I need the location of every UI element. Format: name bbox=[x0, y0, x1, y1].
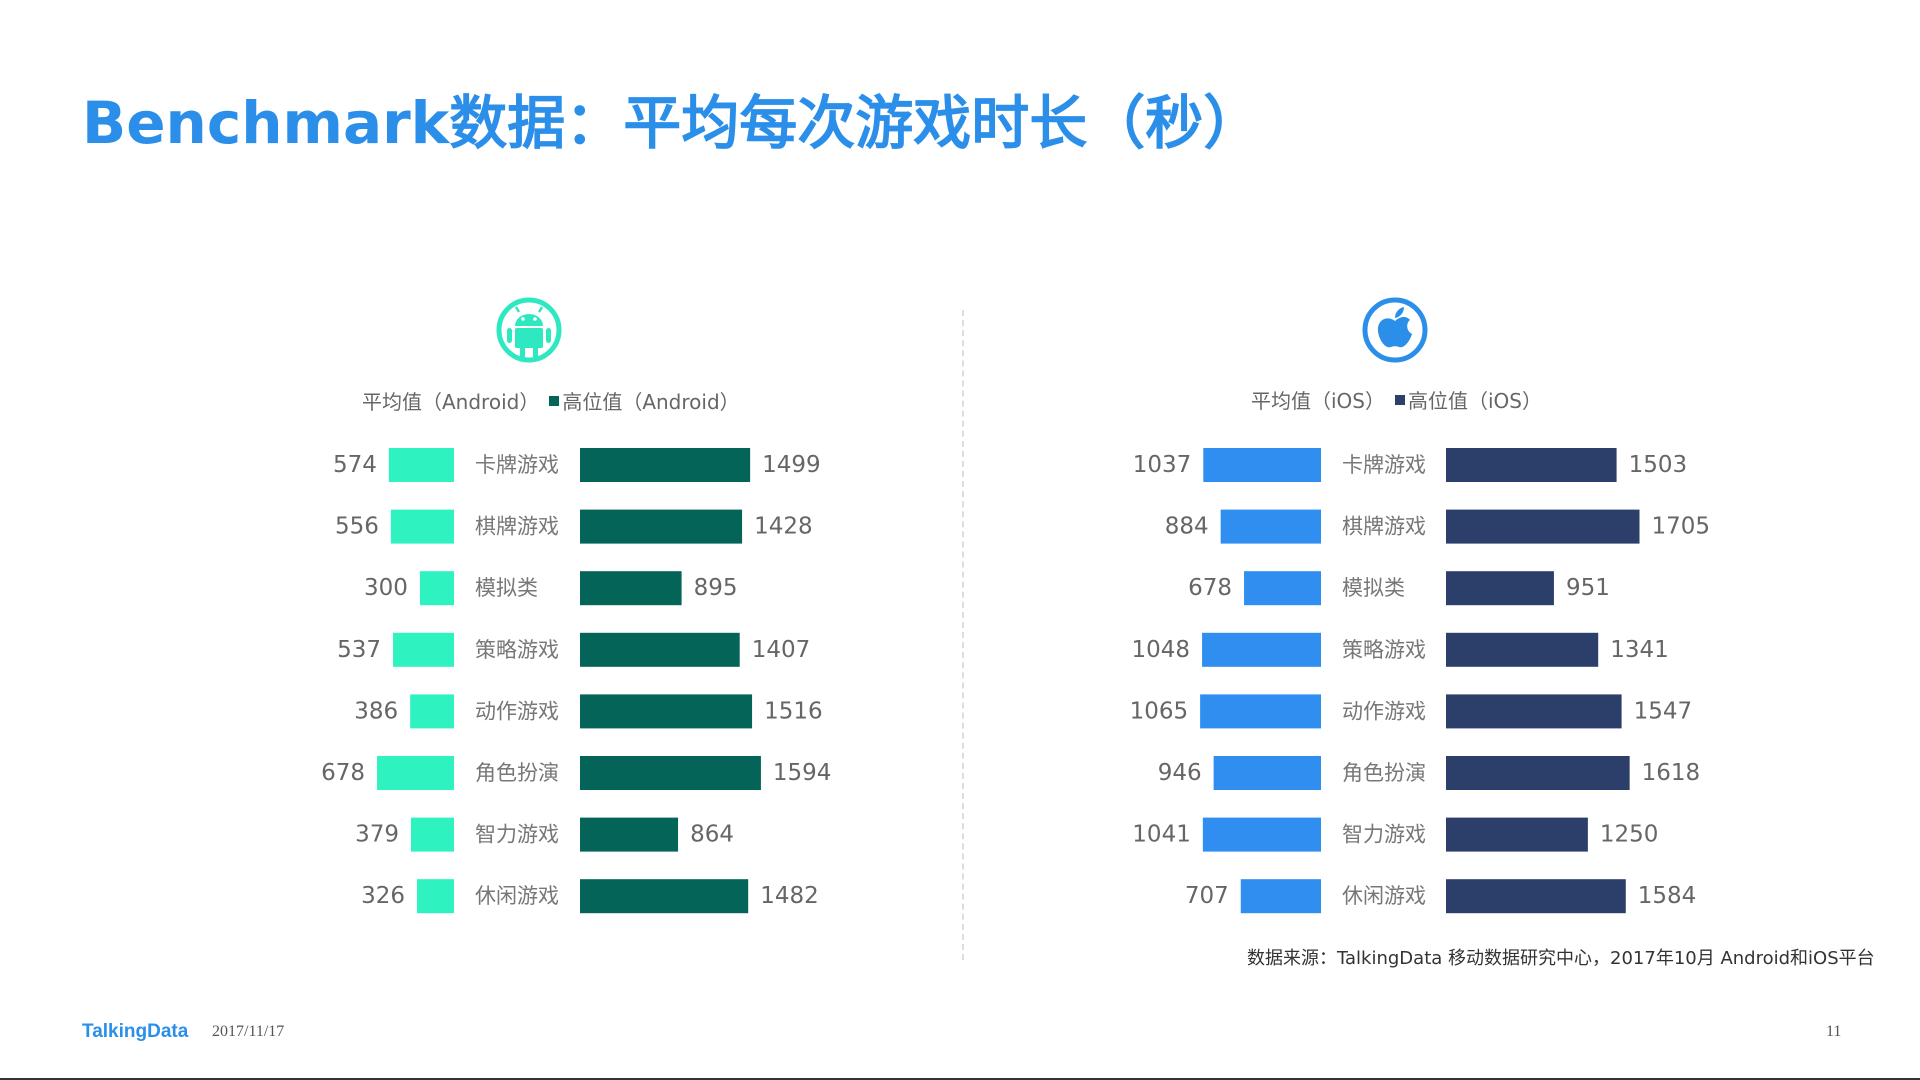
legend-ios-median: 高位值（iOS） bbox=[1408, 389, 1542, 413]
ios-average-value: 707 bbox=[1185, 883, 1229, 909]
android-average-bar bbox=[393, 632, 454, 667]
ios-legend: 平均值（iOS） 高位值（iOS） bbox=[1251, 385, 1542, 414]
android-median-bar bbox=[580, 756, 761, 790]
ios-average-bar bbox=[1200, 694, 1321, 729]
legend-android-average: 平均值（Android） bbox=[362, 390, 540, 414]
android-average-bar bbox=[419, 571, 454, 606]
android-median-value: 895 bbox=[694, 575, 738, 601]
ios-median-bar bbox=[1446, 448, 1617, 482]
source-note: 数据来源：TalkingData 移动数据研究中心，2017年10月 Andro… bbox=[1247, 948, 1875, 969]
ios-category-label: 策略游戏 bbox=[1342, 638, 1426, 662]
ios-median-value: 1250 bbox=[1600, 822, 1659, 848]
ios-category-label: 动作游戏 bbox=[1342, 699, 1426, 723]
ios-average-bar bbox=[1244, 571, 1321, 606]
android-legend: 平均值（Android） 高位值（Android） bbox=[362, 386, 740, 415]
android-median-bar bbox=[580, 632, 740, 667]
ios-median-value: 1547 bbox=[1634, 698, 1693, 724]
ios-median-bar bbox=[1446, 756, 1630, 790]
android-category-label: 智力游戏 bbox=[475, 823, 559, 847]
brand-logo: TalkingData bbox=[82, 1021, 189, 1042]
ios-median-bar bbox=[1446, 632, 1599, 667]
ios-category-label: 智力游戏 bbox=[1342, 823, 1426, 847]
android-median-value: 1482 bbox=[760, 883, 819, 909]
android-average-bar bbox=[416, 879, 454, 914]
android-median-value: 1594 bbox=[773, 760, 832, 786]
ios-median-value: 951 bbox=[1566, 575, 1610, 601]
android-average-bar bbox=[410, 817, 454, 852]
android-category-label: 卡牌游戏 bbox=[475, 453, 559, 477]
android-median-bar bbox=[580, 448, 751, 482]
android-average-bar bbox=[377, 756, 454, 790]
ios-category-label: 休闲游戏 bbox=[1342, 884, 1426, 908]
bottom-rule bbox=[0, 1078, 1920, 1080]
android-median-value: 1428 bbox=[754, 514, 813, 540]
ios-category-label: 模拟类 bbox=[1342, 576, 1405, 600]
ios-average-bar bbox=[1240, 879, 1321, 914]
android-average-bar bbox=[410, 694, 454, 729]
android-average-value: 326 bbox=[361, 883, 405, 909]
apple-icon bbox=[1362, 297, 1428, 363]
android-median-bar bbox=[580, 694, 753, 729]
ios-average-value: 946 bbox=[1158, 760, 1202, 786]
ios-category-label: 角色扮演 bbox=[1342, 761, 1426, 785]
legend-android-median: 高位值（Android） bbox=[562, 390, 740, 414]
ios-median-value: 1584 bbox=[1638, 883, 1697, 909]
android-median-value: 1407 bbox=[752, 637, 811, 663]
android-category-label: 策略游戏 bbox=[475, 638, 559, 662]
ios-median-bar bbox=[1446, 509, 1640, 544]
android-average-value: 537 bbox=[337, 637, 381, 663]
page-number: 11 bbox=[1826, 1023, 1842, 1040]
ios-median-value: 1503 bbox=[1629, 452, 1688, 478]
ios-median-bar bbox=[1446, 879, 1626, 914]
ios-median-bar bbox=[1446, 571, 1554, 606]
ios-average-value: 1065 bbox=[1130, 698, 1189, 724]
ios-average-bar bbox=[1202, 632, 1321, 667]
android-category-label: 休闲游戏 bbox=[475, 884, 559, 908]
ios-average-value: 1037 bbox=[1133, 452, 1192, 478]
divider-line bbox=[962, 310, 964, 960]
android-average-value: 556 bbox=[335, 514, 379, 540]
ios-category-label: 卡牌游戏 bbox=[1342, 453, 1426, 477]
android-average-value: 379 bbox=[355, 822, 399, 848]
android-median-bar bbox=[580, 817, 679, 852]
page-title: Benchmark数据：平均每次游戏时长（秒） bbox=[82, 89, 1262, 157]
android-category-label: 棋牌游戏 bbox=[475, 515, 559, 539]
ios-average-value: 678 bbox=[1188, 575, 1232, 601]
android-category-label: 模拟类 bbox=[475, 576, 538, 600]
legend-ios-average: 平均值（iOS） bbox=[1251, 389, 1385, 413]
android-median-value: 1499 bbox=[762, 452, 821, 478]
ios-category-label: 棋牌游戏 bbox=[1342, 515, 1426, 539]
android-median-value: 1516 bbox=[764, 698, 823, 724]
android-icon bbox=[496, 297, 562, 363]
ios-average-value: 1041 bbox=[1132, 822, 1191, 848]
ios-median-bar bbox=[1446, 694, 1622, 729]
android-median-value: 864 bbox=[690, 822, 734, 848]
ios-median-value: 1341 bbox=[1610, 637, 1669, 663]
android-average-bar bbox=[388, 448, 454, 482]
ios-average-bar bbox=[1213, 756, 1321, 790]
android-average-value: 386 bbox=[354, 698, 398, 724]
footer-date: 2017/11/17 bbox=[212, 1023, 285, 1040]
android-average-value: 574 bbox=[333, 452, 377, 478]
android-median-bar bbox=[580, 509, 743, 544]
ios-average-value: 1048 bbox=[1132, 637, 1191, 663]
ios-median-value: 1705 bbox=[1652, 514, 1711, 540]
android-category-label: 动作游戏 bbox=[475, 699, 559, 723]
ios-average-bar bbox=[1220, 509, 1321, 544]
legend-swatch-android-median bbox=[549, 395, 560, 406]
android-median-bar bbox=[580, 571, 682, 606]
ios-median-value: 1618 bbox=[1642, 760, 1701, 786]
ios-average-bar bbox=[1203, 448, 1321, 482]
android-category-label: 角色扮演 bbox=[475, 761, 559, 785]
android-median-bar bbox=[580, 879, 749, 914]
ios-average-value: 884 bbox=[1165, 514, 1209, 540]
android-average-bar bbox=[390, 509, 454, 544]
android-average-value: 300 bbox=[364, 575, 408, 601]
ios-average-bar bbox=[1202, 817, 1321, 852]
legend-swatch-ios-median bbox=[1395, 394, 1405, 405]
android-average-value: 678 bbox=[321, 760, 365, 786]
ios-median-bar bbox=[1446, 817, 1588, 852]
